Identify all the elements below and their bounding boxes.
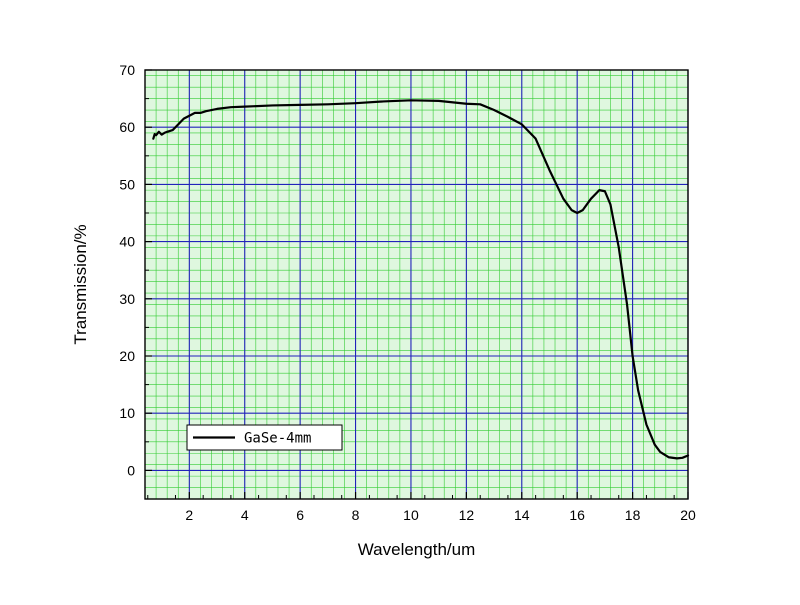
- tick-labels: 2 4 6 8 10 12 14 16 18 20 0 10 20 30 40 50 60 70: [119, 62, 696, 523]
- x-tick-label: 12: [459, 507, 475, 523]
- x-tick-label: 16: [569, 507, 585, 523]
- y-tick-label: 70: [119, 62, 135, 78]
- legend: GaSe-4mm: [186, 424, 343, 451]
- y-tick-label: 30: [119, 291, 135, 307]
- y-tick-label: 40: [119, 234, 135, 250]
- axis-ticks: [145, 69, 689, 500]
- x-tick-label: 4: [241, 507, 249, 523]
- plot-frame: [144, 69, 689, 500]
- y-tick-label: 0: [127, 462, 135, 478]
- x-tick-label: 14: [514, 507, 530, 523]
- y-axis-title: Transmission/%: [71, 224, 90, 344]
- x-tick-label: 10: [403, 507, 419, 523]
- y-tick-label: 10: [119, 405, 135, 421]
- series-layer: [152, 99, 690, 460]
- y-tick-label: 50: [119, 176, 135, 192]
- y-tick-label: 60: [119, 119, 135, 135]
- x-tick-label: 20: [680, 507, 696, 523]
- x-tick-label: 18: [625, 507, 641, 523]
- y-tick-label: 20: [119, 348, 135, 364]
- x-tick-label: 6: [296, 507, 304, 523]
- series-line-0: [152, 99, 690, 460]
- x-tick-label: 8: [352, 507, 360, 523]
- legend-label-gase-4mm: GaSe-4mm: [244, 431, 311, 447]
- x-tick-label: 2: [185, 507, 193, 523]
- x-axis-title: Wavelength/um: [358, 540, 475, 559]
